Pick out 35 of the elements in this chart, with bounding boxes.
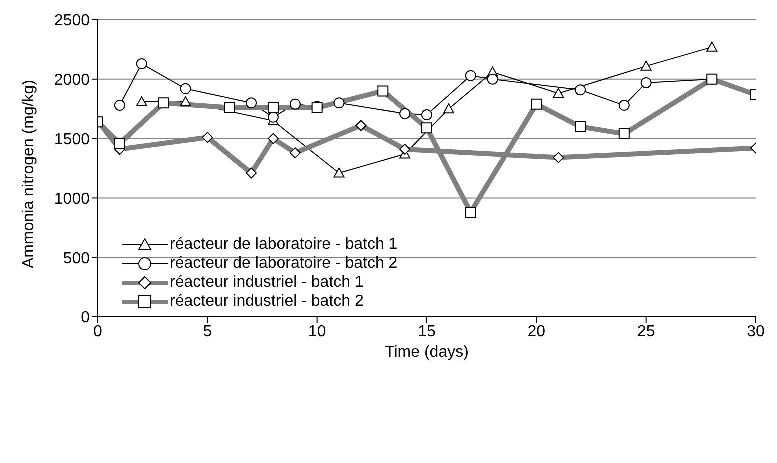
point [290,98,301,110]
point [640,60,652,71]
y-tick-label: 1500 [54,131,90,148]
point [465,70,476,82]
point [180,96,192,106]
point [334,168,345,178]
legend-label: réacteur de laboratoire - batch 2 [170,254,398,272]
y-axis-title: Ammonia nitrogen (mg/kg) [20,80,38,268]
point [334,98,345,109]
point [553,88,564,98]
point [487,74,498,85]
point [640,77,652,88]
x-tick-label: 5 [203,323,212,340]
legend-label: réacteur industriel - batch 2 [170,292,364,310]
y-tick-label: 2500 [54,12,90,30]
y-tick-label: 0 [81,310,90,327]
x-tick-label: 10 [308,323,326,340]
x-tick-label: 15 [418,323,436,340]
point [706,42,718,52]
y-tick-label: 2000 [54,72,90,90]
legend-label: réacteur industriel - batch 1 [170,274,364,292]
x-tick-label: 30 [747,323,765,340]
point [575,84,586,96]
x-axis-title: Time (days) [385,344,469,361]
x-tick-label: 20 [528,323,546,340]
y-tick-label: 500 [63,250,90,268]
point [443,104,454,114]
y-tick-label: 1000 [54,190,90,208]
point [400,108,411,120]
x-tick-label: 0 [94,323,103,340]
x-tick-label: 25 [637,323,656,340]
point [268,112,279,123]
point [246,98,258,109]
legend-label: réacteur de laboratoire - batch 1 [170,236,398,254]
point [136,96,148,106]
